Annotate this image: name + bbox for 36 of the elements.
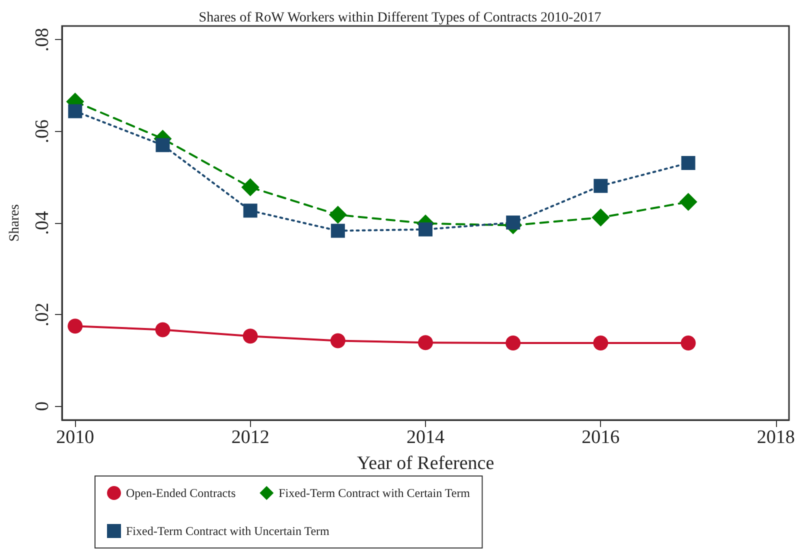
legend-label: Open-Ended Contracts xyxy=(126,486,236,500)
point xyxy=(594,178,608,193)
x-tick-label: 2010 xyxy=(56,427,94,448)
point xyxy=(681,156,696,170)
point xyxy=(330,224,345,238)
point xyxy=(155,322,170,338)
y-tick-label: .02 xyxy=(32,302,53,327)
x-tick-label: 2016 xyxy=(582,427,620,448)
x-tick-label: 2014 xyxy=(406,427,445,448)
legend-label: Fixed-Term Contract with Uncertain Term xyxy=(126,524,330,538)
point xyxy=(241,178,260,196)
point xyxy=(679,192,698,211)
point xyxy=(68,318,83,334)
point xyxy=(330,333,346,348)
point xyxy=(243,204,258,218)
point xyxy=(506,216,520,230)
point xyxy=(506,336,521,351)
y-tick-label: 0 xyxy=(32,402,53,412)
point xyxy=(328,206,347,224)
x-tick-label: 2012 xyxy=(231,427,270,448)
x-tick-label: 2018 xyxy=(756,427,795,448)
y-tick-label: .06 xyxy=(32,119,53,144)
y-axis-title: Shares xyxy=(8,204,22,242)
point xyxy=(593,336,608,351)
x-axis-title: Year of Reference xyxy=(356,453,494,474)
y-tick-label: .08 xyxy=(32,28,53,52)
point xyxy=(156,138,170,152)
chart-title: Shares of RoW Workers within Different Types of Contracts 2010-2017 xyxy=(198,10,602,26)
point xyxy=(592,208,610,226)
point xyxy=(68,104,82,118)
point xyxy=(418,222,432,236)
legend-label: Fixed-Term Contract with Certain Term xyxy=(278,486,471,500)
point xyxy=(242,328,258,344)
point xyxy=(418,335,433,350)
point xyxy=(680,336,696,351)
y-tick-label: .04 xyxy=(32,210,53,235)
